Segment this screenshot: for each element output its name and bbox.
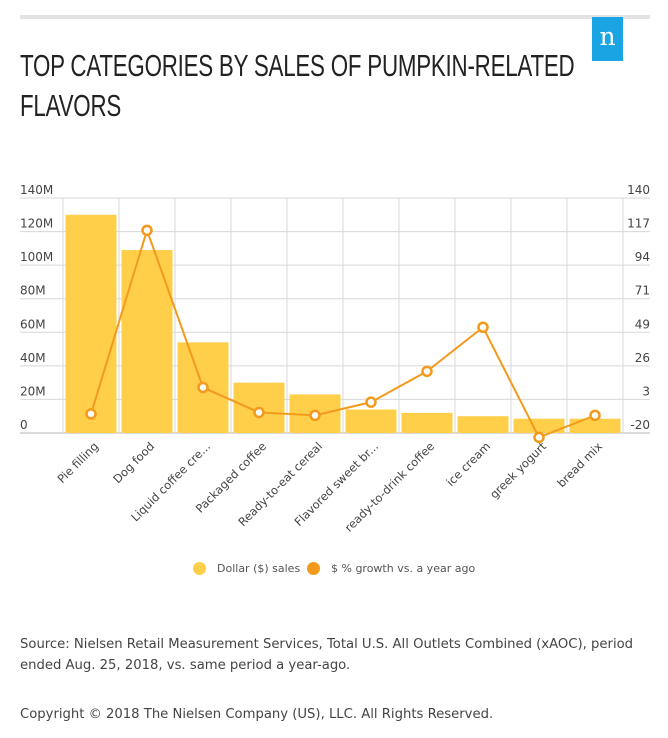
bar-series	[65, 214, 621, 433]
legend-line-swatch	[307, 562, 320, 575]
right-axis-tick-label: 140	[627, 183, 650, 197]
left-axis-tick-label: 120M	[20, 217, 53, 231]
nielsen-logo: n	[592, 17, 623, 61]
left-axis-tick-label: 40M	[20, 351, 46, 365]
chart-title-line-2: FLAVORS	[20, 88, 122, 123]
growth-point-3	[197, 381, 209, 394]
legend-bar-swatch	[193, 562, 206, 575]
category-label: greek yogurt	[487, 439, 550, 502]
right-axis-tick-label: 117	[627, 217, 650, 231]
growth-point-10	[589, 409, 601, 422]
category-label: ice cream	[443, 439, 493, 489]
bar-7	[401, 412, 453, 433]
growth-line	[90, 227, 596, 439]
growth-point-6	[365, 396, 377, 408]
growth-point-9	[533, 431, 545, 444]
growth-point-5	[309, 409, 321, 422]
source-note: Source: Nielsen Retail Measurement Servi…	[20, 637, 634, 673]
growth-point-8	[477, 321, 489, 333]
growth-point-1	[85, 408, 97, 420]
line-series	[85, 224, 601, 444]
right-axis-tick-label: 71	[635, 284, 650, 298]
left-axis-tick-label: 100M	[20, 250, 53, 264]
right-axis-tick-label: 3	[642, 384, 650, 398]
combo-chart: 0 -20 20M 3 40M 26 60M 49 80M 71 100M 94 120M 117 140M…	[20, 183, 650, 535]
bar-9	[513, 418, 565, 433]
right-axis-tick-label: -20	[630, 418, 650, 432]
legend: Dollar ($) sales $ % growth vs. a year a…	[0, 562, 668, 582]
chart-title-line-1: TOP CATEGORIES BY SALES OF PUMPKIN-RELAT…	[20, 48, 575, 83]
right-axis-tick-label: 26	[635, 351, 650, 365]
top-rule	[20, 15, 650, 19]
category-label: Pie filling	[54, 439, 101, 486]
growth-point-7	[421, 365, 433, 378]
legend-line-label: $ % growth vs. a year ago	[331, 562, 476, 575]
left-axis-tick-label: 20M	[20, 384, 46, 398]
right-axis-tick-label: 94	[635, 250, 650, 264]
bar-10	[569, 418, 621, 433]
category-label: bread mix	[554, 439, 605, 490]
legend-bar-label: Dollar ($) sales	[217, 562, 301, 575]
growth-point-2	[141, 224, 153, 237]
bar-8	[457, 416, 509, 433]
bar-1	[65, 214, 117, 433]
category-label: Dog food	[110, 439, 157, 486]
legend-item-growth[interactable]: $ % growth vs. a year ago	[307, 562, 475, 575]
left-axis-tick-label: 60M	[20, 317, 46, 331]
legend-item-dollar-sales[interactable]: Dollar ($) sales	[193, 562, 300, 575]
right-axis-tick-label: 49	[635, 317, 650, 331]
copyright-note: Copyright © 2018 The Nielsen Company (US…	[20, 707, 494, 722]
left-axis-tick-label: 0	[20, 418, 28, 432]
growth-point-4	[253, 406, 265, 419]
left-axis-tick-label: 80M	[20, 284, 46, 298]
left-axis-tick-label: 140M	[20, 183, 53, 197]
bar-6	[345, 409, 397, 433]
chart-title: TOP CATEGORIES BY SALES OF PUMPKIN-RELAT…	[20, 46, 575, 126]
